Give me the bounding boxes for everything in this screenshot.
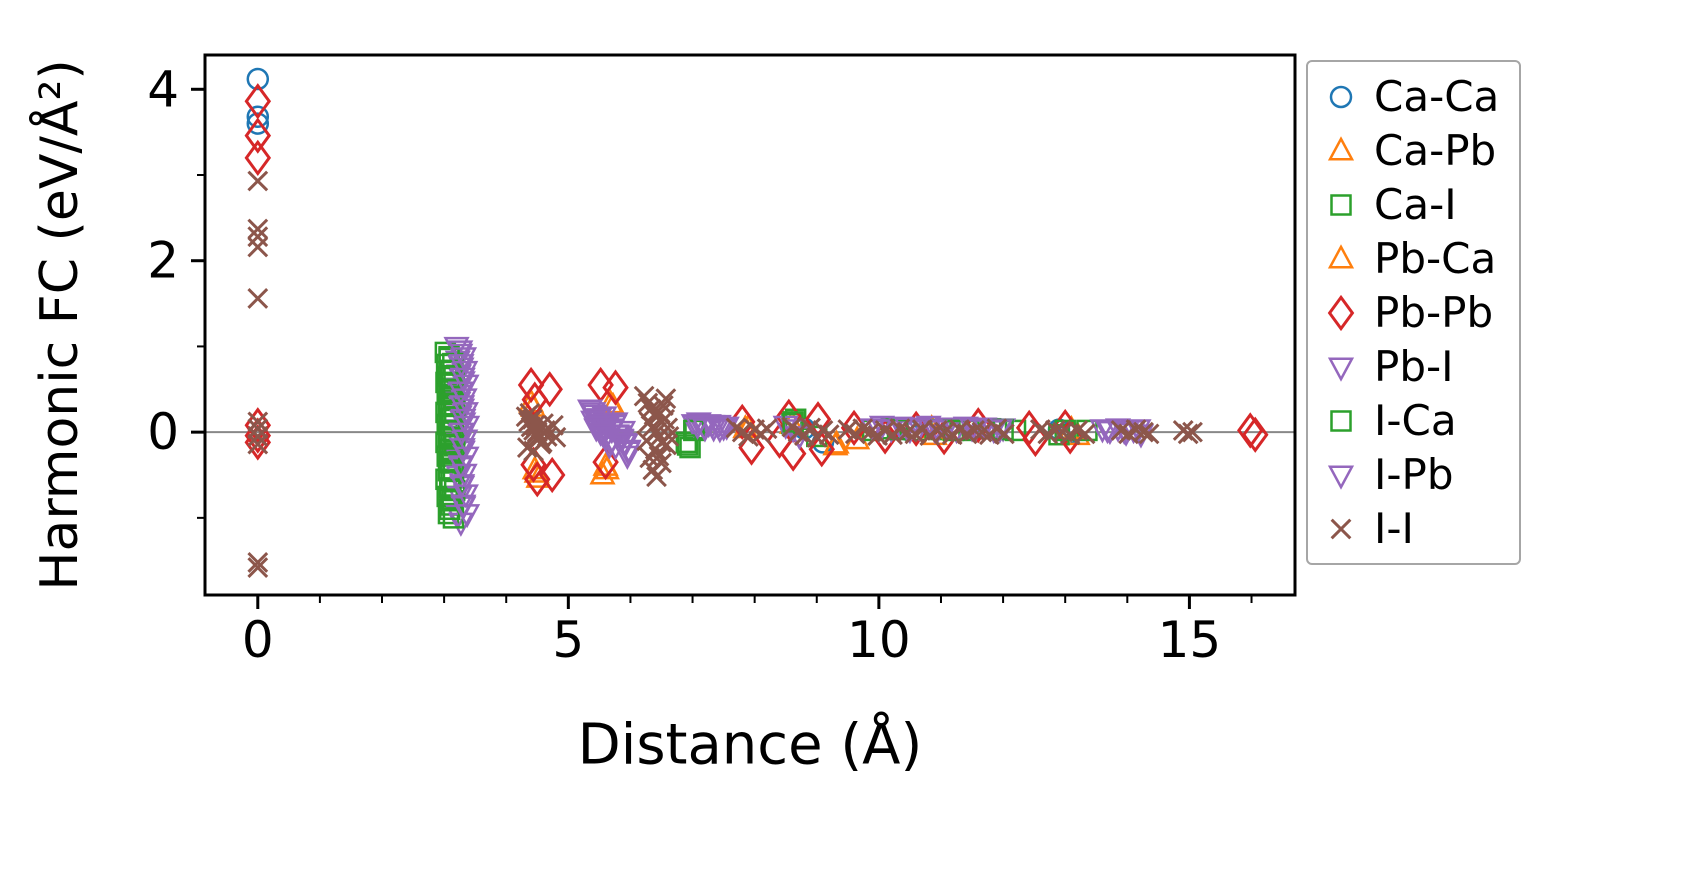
x-axis-title: Distance (Å) <box>577 712 923 778</box>
square-marker-icon <box>1330 409 1352 432</box>
y-tick-label: 2 <box>147 232 179 290</box>
x-marker-icon <box>1330 518 1352 539</box>
x-tick-label: 0 <box>242 611 274 669</box>
legend-label: Ca-Ca <box>1374 72 1500 121</box>
legend-item-I-I: I-I <box>1318 502 1499 555</box>
y-axis: 0 2 4 <box>147 60 205 519</box>
circle-marker-icon <box>1329 85 1353 108</box>
legend-label: I-I <box>1374 504 1414 553</box>
square-marker-icon <box>1330 193 1352 216</box>
legend-label: Pb-I <box>1374 342 1454 391</box>
x-tick-label: 10 <box>847 611 911 669</box>
legend-label: Ca-Pb <box>1374 126 1497 175</box>
triangle-down-marker-icon <box>1327 357 1355 382</box>
triangle-down-marker-icon <box>1327 465 1355 490</box>
x-tick-label: 15 <box>1158 611 1222 669</box>
legend-item-Pb-Pb: Pb-Pb <box>1318 286 1499 339</box>
legend-item-I-Pb: I-Pb <box>1318 448 1499 501</box>
legend-item-Ca-I: Ca-I <box>1318 178 1499 231</box>
legend-label: Pb-Ca <box>1374 234 1497 283</box>
legend-label: I-Pb <box>1374 450 1454 499</box>
x-axis: 0 5 10 15 <box>242 595 1253 669</box>
legend-item-Pb-I: Pb-I <box>1318 340 1499 393</box>
y-axis-title: Harmonic FC (eV/Å²) <box>30 59 90 591</box>
legend-label: I-Ca <box>1374 396 1457 445</box>
x-tick-label: 5 <box>552 611 584 669</box>
legend: Ca-Ca Ca-Pb Ca-I Pb-Ca Pb-Pb Pb-I I-Ca I-Pb I-I <box>1306 60 1522 565</box>
legend-item-I-Ca: I-Ca <box>1318 394 1499 447</box>
legend-item-Ca-Ca: Ca-Ca <box>1318 70 1499 123</box>
triangle-up-marker-icon <box>1327 135 1355 160</box>
y-tick-label: 0 <box>147 403 179 461</box>
legend-item-Pb-Ca: Pb-Ca <box>1318 232 1499 285</box>
legend-label: Pb-Pb <box>1374 288 1494 337</box>
triangle-up-marker-icon <box>1327 243 1355 268</box>
diamond-marker-icon <box>1327 294 1355 331</box>
y-tick-label: 4 <box>147 60 179 118</box>
plot-border <box>203 53 1297 597</box>
series-I-I <box>247 170 1203 578</box>
legend-item-Ca-Pb: Ca-Pb <box>1318 124 1499 177</box>
legend-label: Ca-I <box>1374 180 1457 229</box>
